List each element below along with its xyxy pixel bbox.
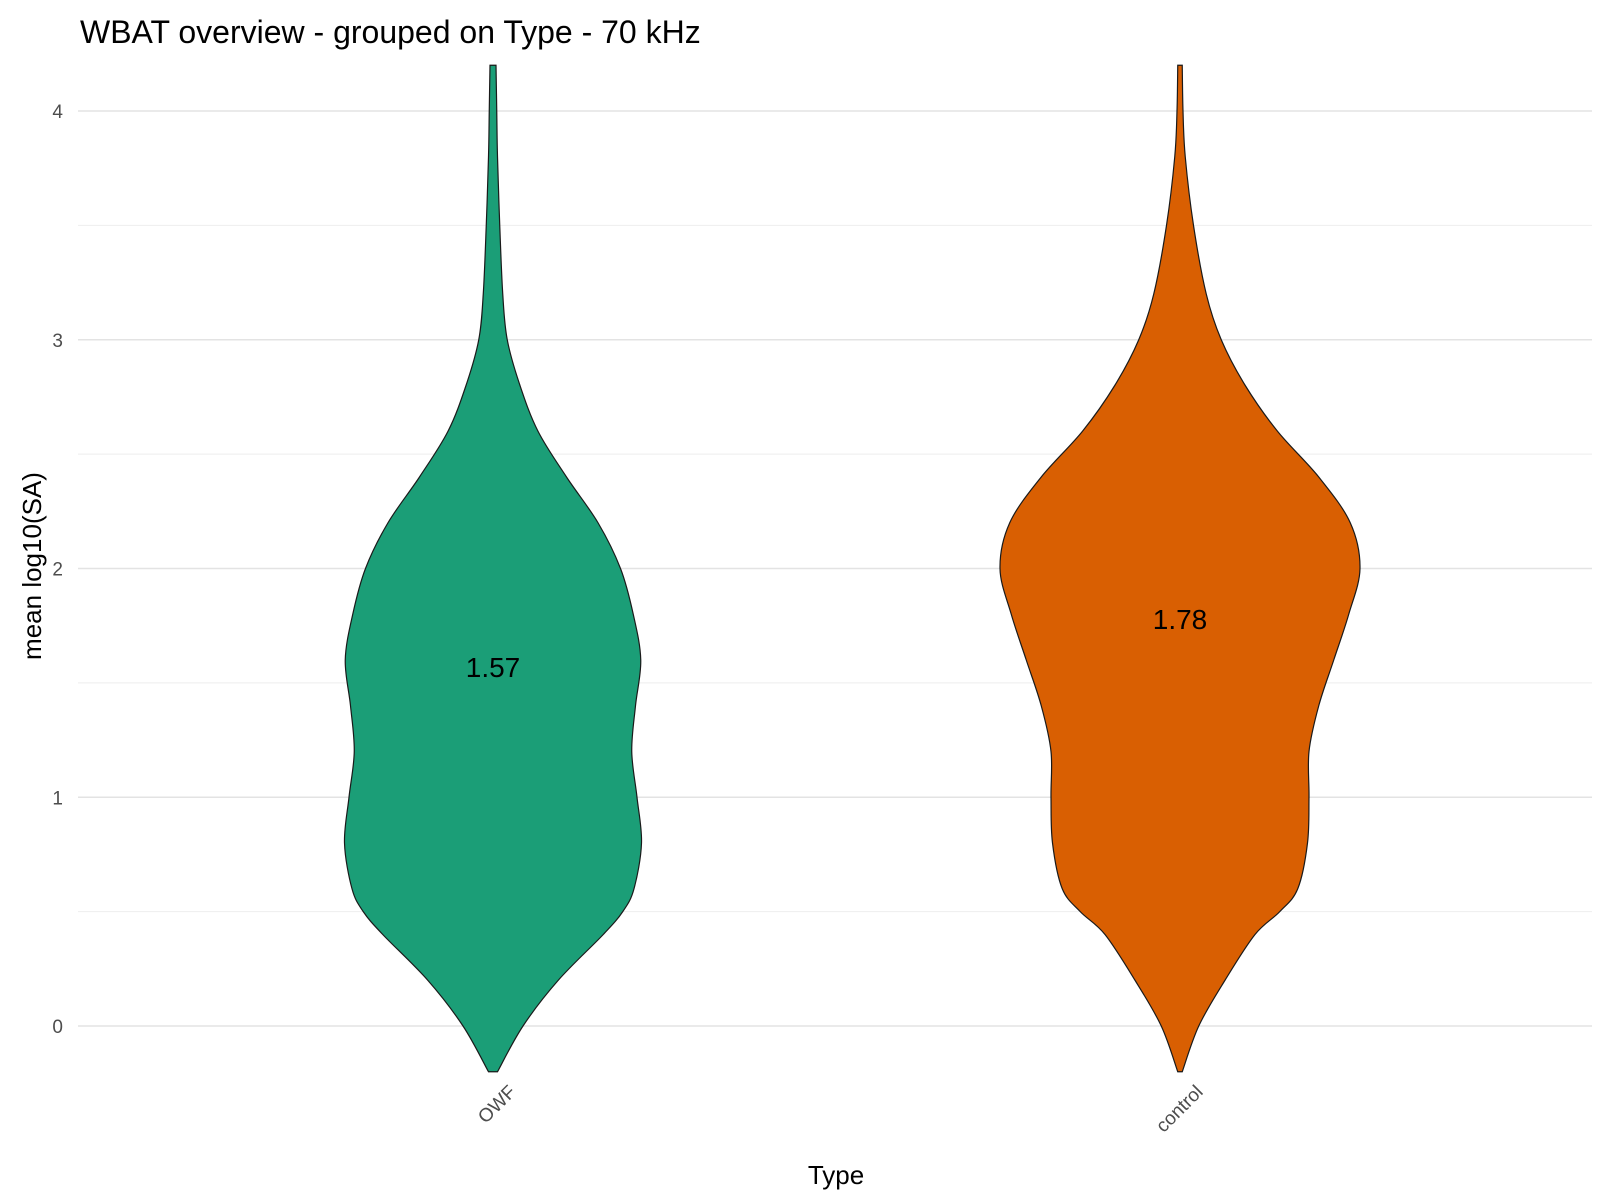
y-tick-label: 0 (52, 1017, 63, 1038)
mean-label-owf: 1.57 (466, 652, 521, 683)
x-axis-title: Type (808, 1160, 864, 1190)
x-tick-label-control: control (1152, 1082, 1207, 1137)
x-tick-label-owf: OWF (474, 1082, 520, 1128)
y-tick-label: 2 (52, 560, 63, 581)
mean-label-control: 1.78 (1153, 604, 1208, 635)
x-axis-ticks: OWF control (474, 1082, 1207, 1137)
y-tick-label: 4 (52, 102, 63, 123)
grid-layer (78, 110, 1592, 1027)
y-axis-ticks: 0 1 2 3 4 (52, 102, 63, 1038)
y-tick-label: 3 (52, 331, 63, 352)
label-layer: 1.57 1.78 (466, 604, 1208, 683)
violin-control (999, 64, 1361, 1073)
violin-owf (343, 64, 643, 1073)
y-axis-title: mean log10(SA) (17, 472, 47, 660)
chart-title: WBAT overview - grouped on Type - 70 kHz (80, 14, 701, 50)
y-tick-label: 1 (52, 788, 63, 809)
violin-layer (343, 64, 1361, 1073)
